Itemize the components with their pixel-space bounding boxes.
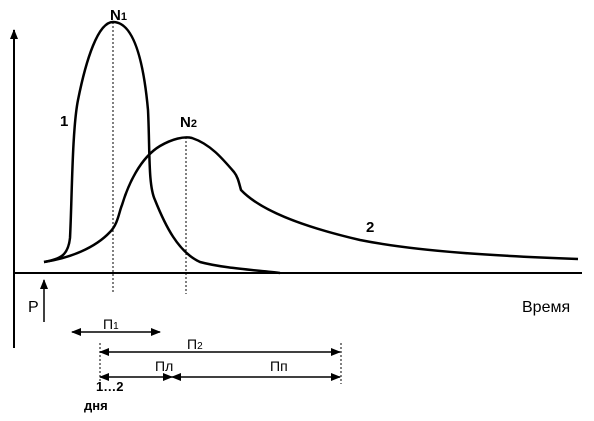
p1-label: П1 <box>103 316 119 332</box>
curve-1 <box>43 20 281 275</box>
curve-1-label: 1 <box>60 113 68 130</box>
p-label: P <box>28 299 39 316</box>
curve-2-label: 2 <box>366 219 374 236</box>
pp-label: Пп <box>270 358 288 374</box>
curve-2 <box>43 136 579 264</box>
p2-label: П2 <box>187 336 203 352</box>
pl-label: Пл <box>155 358 173 374</box>
days-word-label: дня <box>84 398 108 413</box>
peak-1-label: N1 <box>110 7 127 24</box>
time-axis-label: Время <box>522 299 570 316</box>
peak-2-label: N2 <box>180 114 197 131</box>
days-range-label: 1…2 <box>96 379 123 394</box>
